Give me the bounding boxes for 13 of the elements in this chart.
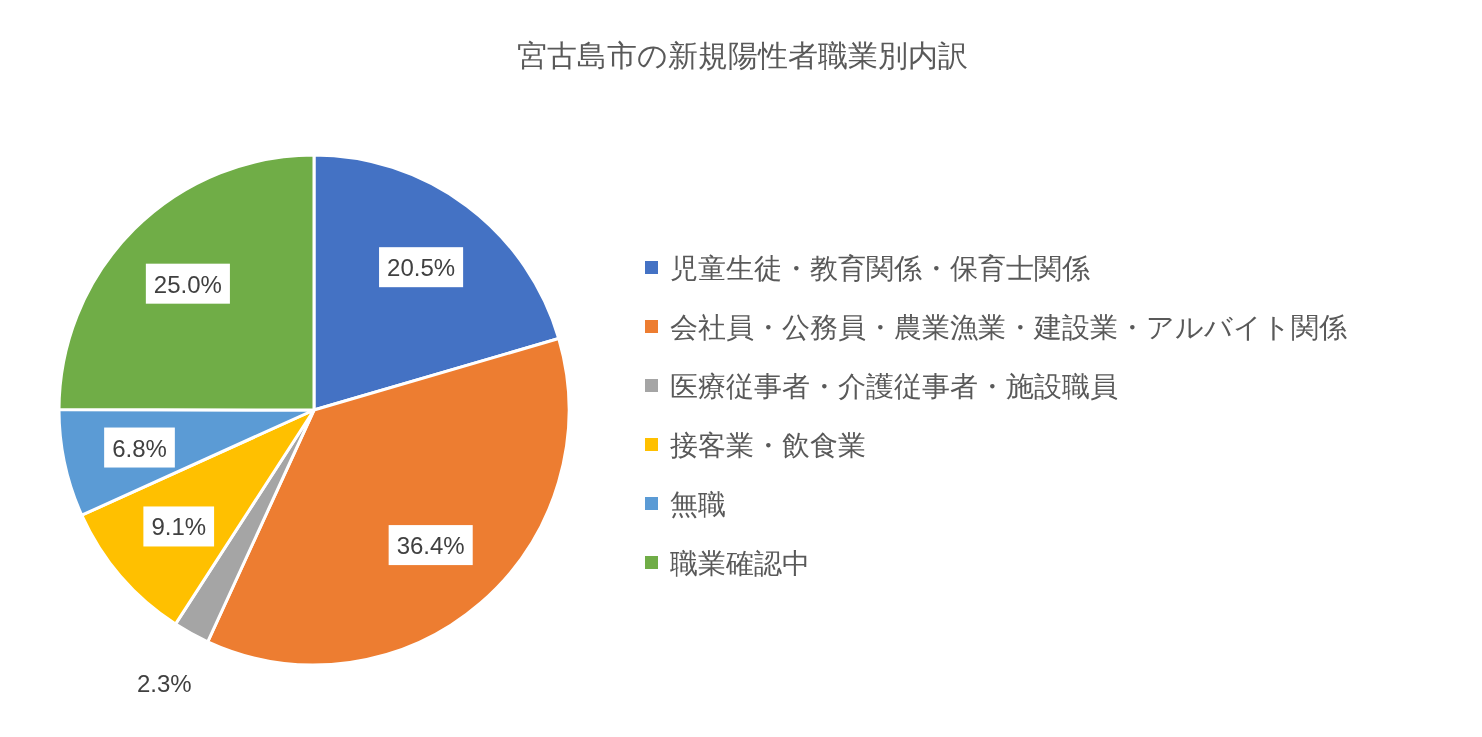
legend-label: 無職 (670, 489, 726, 520)
data-label: 9.1% (151, 513, 207, 541)
legend-label: 職業確認中 (670, 548, 810, 579)
legend-label: 会社員・公務員・農業漁業・建設業・アルバイト関係 (670, 312, 1347, 343)
chart-title: 宮古島市の新規陽性者職業別内訳 (516, 39, 968, 72)
data-label: 20.5% (387, 254, 456, 282)
data-label: 2.3% (136, 669, 192, 697)
legend-label: 医療従事者・介護従事者・施設職員 (670, 371, 1118, 402)
data-label: 25.0% (153, 270, 222, 298)
data-label: 36.4% (396, 532, 465, 560)
legend-label: 児童生徒・教育関係・保育士関係 (670, 253, 1090, 284)
data-label: 6.8% (112, 434, 167, 462)
legend-label: 接客業・飲食業 (670, 430, 866, 461)
